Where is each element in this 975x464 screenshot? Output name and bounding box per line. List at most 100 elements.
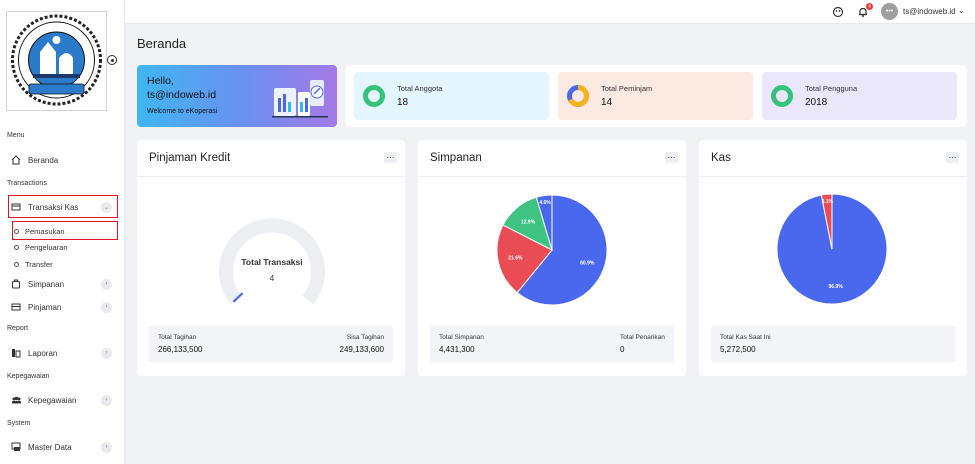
chevron-down-icon[interactable]: ⌄ — [958, 6, 965, 15]
chevron-right-icon: › — [101, 394, 112, 406]
chevron-right-icon: › — [101, 441, 112, 453]
chevron-right-icon: › — [101, 301, 112, 313]
page-title: Beranda — [137, 36, 187, 51]
divider — [699, 176, 967, 177]
sisa-tagihan-label: Sisa Tagihan — [346, 334, 384, 341]
wallet-icon — [10, 201, 22, 213]
bullet-icon — [14, 261, 19, 267]
highlight-box — [12, 221, 118, 240]
stat-value: 18 — [397, 97, 409, 108]
more-options-button[interactable]: ⋯ — [384, 152, 397, 163]
stat-card-total-pengguna: Total Pengguna 2018 — [762, 72, 957, 120]
section-label-transactions: Transactions — [7, 180, 47, 187]
sidebar-subitem-label: Transfer — [25, 259, 53, 269]
card-pinjaman-kredit: Pinjaman Kredit ⋯ Total Transaksi 4 Tota… — [137, 140, 405, 376]
notification-badge: 4 — [866, 3, 873, 10]
bell-icon[interactable] — [857, 5, 869, 17]
bullet-icon — [14, 244, 19, 250]
sidebar-item-transaksi-kas[interactable]: Transaksi Kas ⌄ — [8, 197, 118, 217]
card-footer: Total Simpanan 4,431,300 Total Penarikan… — [430, 326, 674, 362]
pie-slice — [820, 193, 833, 250]
sidebar-item-label: Simpanan — [28, 279, 65, 289]
sidebar: Menu Beranda Transactions Transaksi Kas … — [0, 0, 125, 464]
savings-icon — [10, 278, 22, 290]
section-label-kepegawaian: Kepegawaian — [7, 373, 50, 380]
total-kas-label: Total Kas Saat Ini — [720, 334, 771, 341]
more-options-button[interactable]: ⋯ — [946, 152, 959, 163]
pie-chart-simpanan: 60.9% 21.6% 12.9% 4.6% — [496, 194, 608, 306]
section-label-report: Report — [7, 325, 29, 332]
sidebar-subitem-label: Pengeluaran — [25, 242, 68, 252]
sidebar-item-label: Laporan — [28, 348, 58, 358]
users-icon — [10, 394, 22, 406]
sidebar-item-simpanan[interactable]: Simpanan › — [8, 274, 118, 294]
user-email[interactable]: ts@indoweb.id — [903, 7, 956, 16]
chevron-down-icon: ⌄ — [101, 201, 112, 213]
total-penarikan-value: 0 — [620, 345, 625, 354]
stat-label: Total Pengguna — [805, 84, 858, 93]
pie-chart-kas: 96.9% 3.1% — [776, 193, 888, 305]
card-simpanan: Simpanan ⋯ 60.9% 21.6% 12.9% 4.6% Total Sim… — [418, 140, 686, 376]
sidebar-subitem-transfer[interactable]: Transfer — [14, 257, 53, 271]
gauge-label: Total Transaksi — [241, 257, 302, 267]
total-kas-value: 5,272,500 — [720, 345, 756, 354]
sidebar-collapse-button[interactable] — [107, 55, 117, 65]
gauge-value: 4 — [270, 274, 275, 283]
pie-slice — [496, 224, 553, 294]
ring-chart-icon — [771, 85, 793, 107]
pie-slice-label: 60.9% — [580, 261, 595, 267]
sidebar-item-label: Beranda — [28, 155, 59, 165]
divider — [418, 176, 686, 177]
stats-panel: Total Anggota 18 Total Peminjam 14 Total… — [345, 65, 967, 127]
analytics-illustration — [272, 80, 328, 118]
ring-chart-icon — [363, 85, 385, 107]
avatar[interactable]: ••• — [881, 3, 898, 20]
topbar — [125, 0, 975, 24]
credit-card-icon — [10, 301, 22, 313]
pie-slice-label: 12.9% — [521, 219, 536, 225]
palette-icon[interactable] — [832, 5, 844, 18]
more-options-button[interactable]: ⋯ — [665, 152, 678, 163]
section-label-system: System — [7, 420, 31, 427]
pie-slice-label: 4.6% — [539, 200, 551, 206]
sidebar-item-kepegawaian[interactable]: Kepegawaian › — [8, 390, 118, 410]
welcome-card: Hello, ts@indoweb.id Welcome to eKoperas… — [137, 65, 337, 127]
sidebar-item-laporan[interactable]: Laporan › — [8, 343, 118, 363]
sidebar-subitem-pengeluaran[interactable]: Pengeluaran — [14, 240, 68, 254]
report-icon — [10, 347, 22, 359]
sidebar-item-label: Pinjaman — [28, 302, 62, 312]
pie-slice-label: 21.6% — [508, 256, 523, 262]
sidebar-subitem-label: Pemasukan — [25, 226, 65, 236]
pie-slice-label: 96.9% — [829, 284, 844, 290]
sidebar-subitem-pemasukan[interactable]: Pemasukan — [14, 224, 65, 238]
greeting-text: Hello, — [147, 75, 174, 87]
card-footer: Total Tagihan 266,133,500 Sisa Tagihan 2… — [149, 326, 393, 362]
stat-label: Total Peminjam — [601, 84, 653, 93]
sidebar-item-pinjaman[interactable]: Pinjaman › — [8, 297, 118, 317]
sidebar-item-label: Transaksi Kas — [28, 202, 79, 212]
stat-card-total-anggota: Total Anggota 18 — [354, 72, 549, 120]
card-kas: Kas ⋯ 96.9% 3.1% Total Kas Saat Ini 5,272… — [699, 140, 967, 376]
sidebar-item-master-data[interactable]: Master Data › — [8, 437, 118, 457]
card-title: Simpanan — [430, 152, 482, 164]
bullet-icon — [14, 228, 19, 234]
card-title: Kas — [711, 152, 731, 164]
sidebar-item-label: Kepegawaian — [28, 395, 77, 405]
total-simpanan-label: Total Simpanan — [439, 334, 484, 341]
chevron-right-icon: › — [101, 347, 112, 359]
stat-value: 14 — [601, 97, 613, 108]
database-icon — [10, 441, 22, 453]
sidebar-item-label: Master Data — [28, 442, 72, 452]
stat-label: Total Anggota — [397, 84, 443, 93]
pie-slice — [535, 194, 553, 251]
pie-slice-label: 3.1% — [822, 199, 834, 205]
chevron-right-icon: › — [101, 278, 112, 290]
card-title: Pinjaman Kredit — [149, 152, 231, 164]
divider — [137, 176, 405, 177]
ring-chart-icon — [567, 85, 589, 107]
total-penarikan-label: Total Penarikan — [620, 334, 665, 341]
welcome-subtitle: Welcome to eKoperasi — [147, 108, 218, 115]
section-label-menu: Menu — [7, 132, 25, 139]
sidebar-item-beranda[interactable]: Beranda — [8, 150, 118, 170]
logo — [6, 11, 107, 111]
